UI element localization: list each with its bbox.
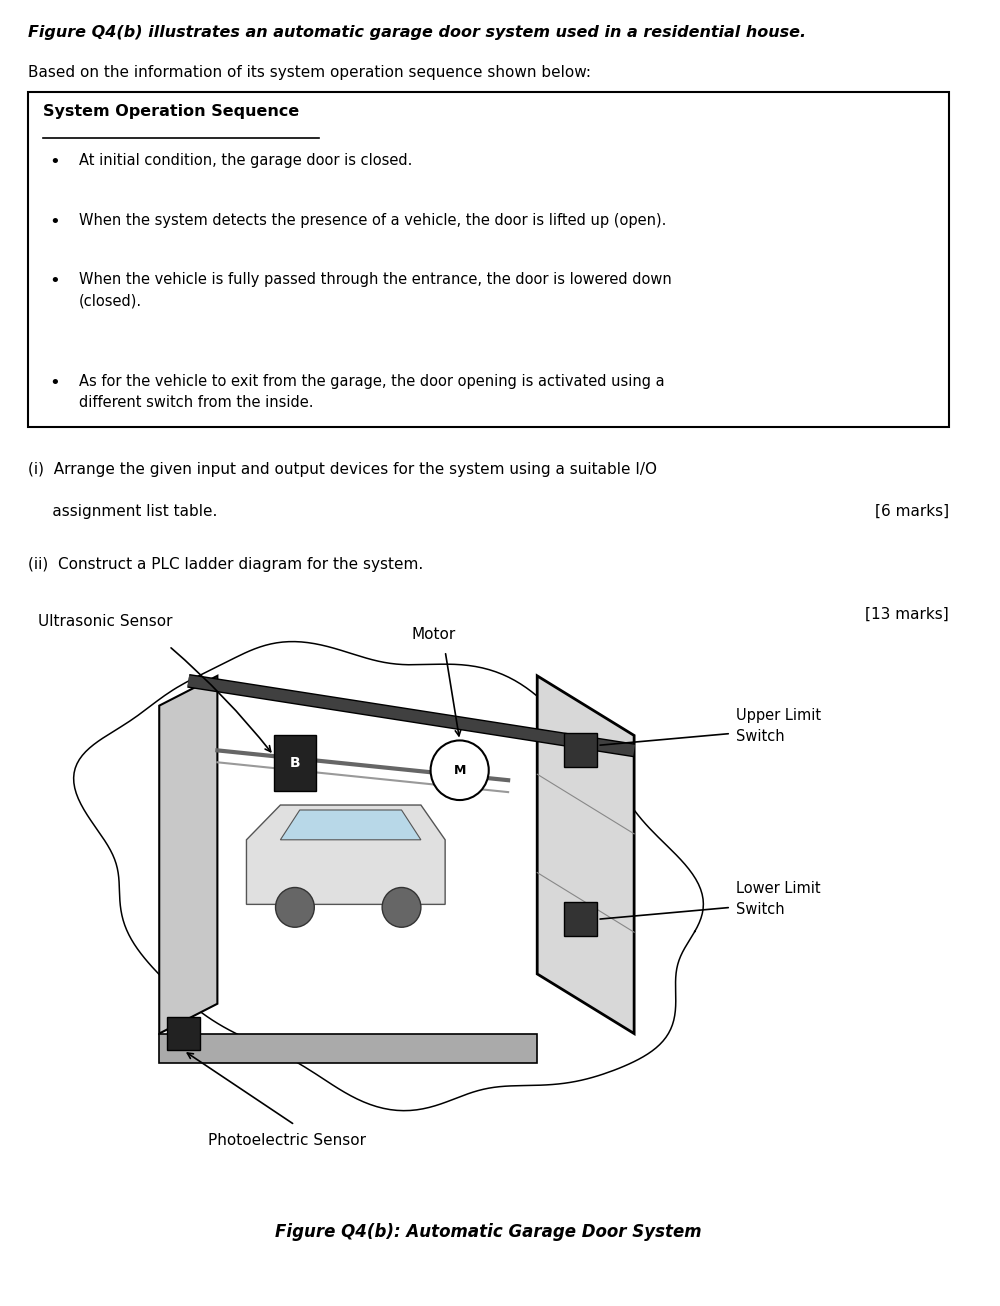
- Text: System Operation Sequence: System Operation Sequence: [43, 103, 299, 119]
- Text: Based on the information of its system operation sequence shown below:: Based on the information of its system o…: [28, 65, 591, 80]
- Polygon shape: [280, 810, 421, 840]
- Circle shape: [276, 888, 314, 927]
- Bar: [274, 735, 316, 791]
- Text: As for the vehicle to exit from the garage, the door opening is activated using : As for the vehicle to exit from the gara…: [79, 374, 664, 410]
- Text: Upper Limit
Switch: Upper Limit Switch: [736, 708, 821, 743]
- Bar: [564, 734, 597, 767]
- Text: •: •: [50, 213, 60, 231]
- Text: At initial condition, the garage door is closed.: At initial condition, the garage door is…: [79, 153, 412, 168]
- Circle shape: [382, 888, 421, 927]
- Text: When the vehicle is fully passed through the entrance, the door is lowered down
: When the vehicle is fully passed through…: [79, 273, 672, 308]
- Bar: [564, 902, 597, 936]
- Text: B: B: [290, 756, 300, 771]
- Text: [13 marks]: [13 marks]: [865, 606, 949, 622]
- Text: Lower Limit
Switch: Lower Limit Switch: [736, 882, 821, 917]
- Text: (i)  Arrange the given input and output devices for the system using a suitable : (i) Arrange the given input and output d…: [28, 462, 657, 477]
- Text: (ii)  Construct a PLC ladder diagram for the system.: (ii) Construct a PLC ladder diagram for …: [28, 556, 424, 572]
- Bar: [167, 1016, 200, 1050]
- Text: When the system detects the presence of a vehicle, the door is lifted up (open).: When the system detects the presence of …: [79, 213, 666, 227]
- Text: Figure Q4(b): Automatic Garage Door System: Figure Q4(b): Automatic Garage Door Syst…: [275, 1224, 702, 1241]
- Text: M: M: [453, 764, 466, 777]
- Text: •: •: [50, 273, 60, 290]
- Text: Ultrasonic Sensor: Ultrasonic Sensor: [38, 614, 173, 628]
- Text: •: •: [50, 374, 60, 392]
- Polygon shape: [246, 804, 445, 904]
- Text: •: •: [50, 153, 60, 171]
- Text: assignment list table.: assignment list table.: [28, 504, 218, 518]
- Text: Photoelectric Sensor: Photoelectric Sensor: [208, 1134, 366, 1148]
- Text: Motor: Motor: [411, 627, 455, 641]
- Text: [6 marks]: [6 marks]: [875, 504, 949, 518]
- Polygon shape: [159, 675, 217, 1033]
- Circle shape: [431, 741, 489, 801]
- Polygon shape: [537, 675, 634, 1033]
- Text: Figure Q4(b) illustrates an automatic garage door system used in a residential h: Figure Q4(b) illustrates an automatic ga…: [28, 25, 807, 40]
- FancyBboxPatch shape: [28, 91, 949, 427]
- Polygon shape: [159, 1033, 537, 1063]
